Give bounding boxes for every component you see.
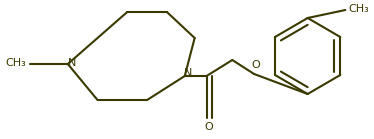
Text: O: O	[252, 60, 260, 70]
Text: CH₃: CH₃	[348, 4, 369, 14]
Text: N: N	[68, 58, 76, 68]
Text: CH₃: CH₃	[6, 58, 27, 68]
Text: N: N	[184, 68, 193, 78]
Text: O: O	[205, 122, 214, 132]
